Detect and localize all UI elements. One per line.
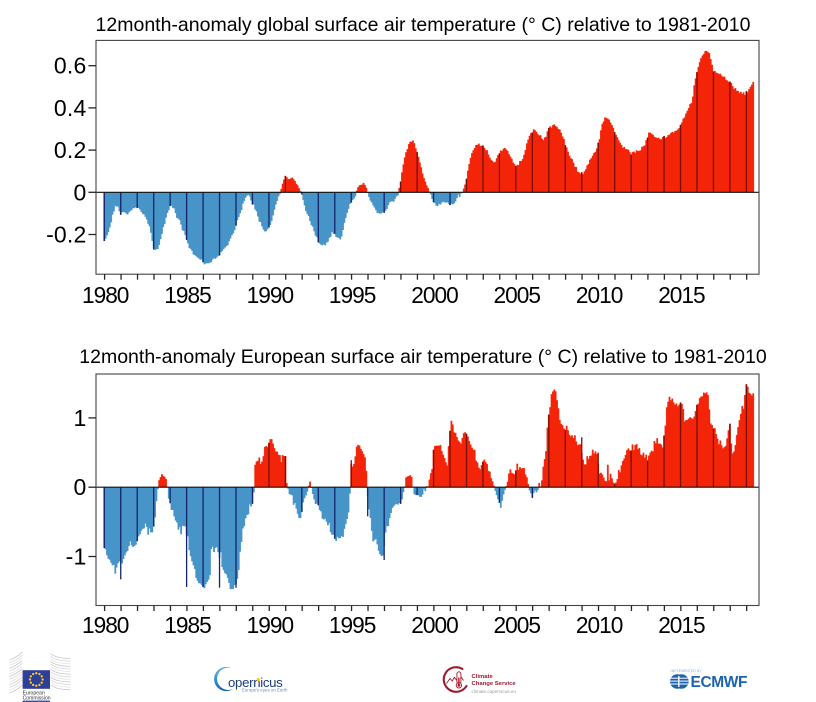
- svg-text:2010: 2010: [576, 282, 623, 308]
- svg-text:2010: 2010: [576, 612, 623, 638]
- svg-text:0.6: 0.6: [54, 53, 87, 79]
- svg-text:1985: 1985: [164, 612, 211, 638]
- svg-text:ECMWF: ECMWF: [691, 674, 748, 691]
- svg-text:1990: 1990: [247, 612, 294, 638]
- svg-text:Commission: Commission: [23, 696, 51, 702]
- svg-text:2005: 2005: [494, 282, 541, 308]
- svg-text:0.4: 0.4: [54, 95, 87, 121]
- svg-text:1980: 1980: [82, 282, 129, 308]
- svg-text:1995: 1995: [329, 612, 376, 638]
- svg-text:12month-anomaly global surface: 12month-anomaly global surface air tempe…: [96, 14, 751, 36]
- svg-text:0: 0: [74, 474, 87, 500]
- svg-text:2000: 2000: [411, 612, 458, 638]
- svg-text:12month-anomaly European surfa: 12month-anomaly European surface air tem…: [79, 346, 767, 368]
- svg-text:0.2: 0.2: [54, 137, 87, 163]
- svg-text:2005: 2005: [494, 612, 541, 638]
- svg-text:1995: 1995: [329, 282, 376, 308]
- svg-text:-0.2: -0.2: [46, 222, 86, 248]
- svg-text:Climate: Climate: [472, 674, 494, 680]
- svg-text:2000: 2000: [411, 282, 458, 308]
- svg-text:IMPLEMENTED BY: IMPLEMENTED BY: [671, 669, 703, 673]
- svg-text:1: 1: [74, 405, 87, 431]
- svg-text:0: 0: [74, 179, 87, 205]
- svg-text:opernicus: opernicus: [228, 675, 283, 690]
- svg-text:European: European: [23, 691, 45, 697]
- svg-text:1985: 1985: [164, 282, 211, 308]
- svg-text:Change Service: Change Service: [472, 681, 517, 687]
- svg-text:2015: 2015: [658, 612, 705, 638]
- svg-text:2015: 2015: [658, 282, 705, 308]
- svg-text:climate.copernicus.eu: climate.copernicus.eu: [472, 689, 517, 694]
- svg-text:1980: 1980: [82, 612, 129, 638]
- svg-text:-1: -1: [66, 544, 87, 570]
- svg-text:1990: 1990: [247, 282, 294, 308]
- svg-text:Europe’s eyes on Earth: Europe’s eyes on Earth: [242, 688, 288, 693]
